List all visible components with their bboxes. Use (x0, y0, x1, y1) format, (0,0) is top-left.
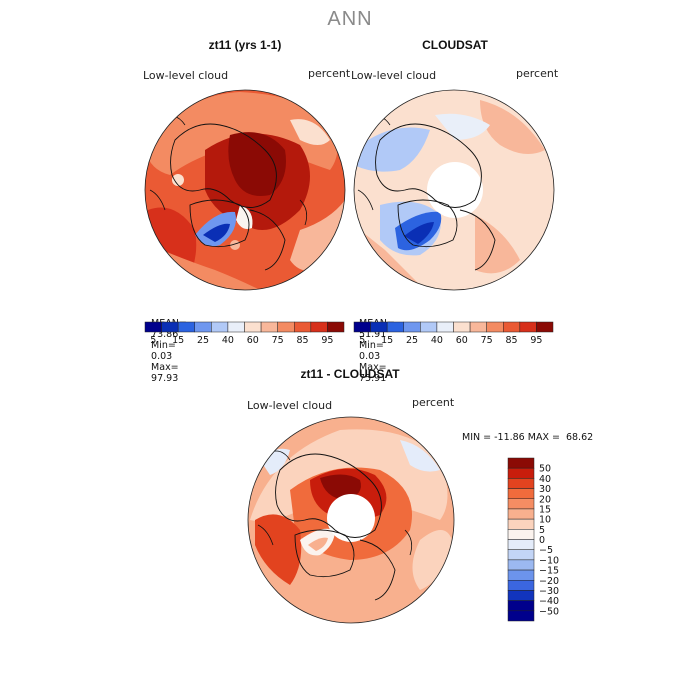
colorbar-tick-label: 5 (359, 335, 365, 346)
variable-label-obs: Low-level cloud (351, 69, 437, 82)
colorbar-swatch (227, 321, 245, 333)
panel-title-diff: zt11 - CLOUDSAT (300, 367, 400, 381)
colorbar-swatch (327, 321, 345, 333)
colorbar-tick-label: 40 (539, 474, 551, 485)
stats-min-value: 0.03 (151, 351, 173, 362)
colorbar-tick-label: 50 (539, 464, 551, 475)
colorbar-swatch (420, 321, 438, 333)
colorbar-swatch (507, 508, 535, 520)
colorbar-swatch (453, 321, 471, 333)
main-title: ANN (327, 8, 373, 30)
units-label-diff: percent (412, 396, 455, 409)
colorbar-swatch (507, 529, 535, 540)
colorbar-swatch (507, 478, 535, 489)
colorbar-obs: 5 15 25 40 60 75 85 95 (353, 321, 554, 346)
stats-max-label: Max= (359, 362, 387, 373)
stats-min-label: Min= (359, 340, 384, 351)
stats-min-value: 0.03 (359, 351, 381, 362)
colorbar-swatch (386, 321, 404, 333)
colorbar-tick-label: 95 (321, 335, 333, 346)
colorbar-swatch (144, 321, 162, 333)
colorbar-tick-label: 40 (431, 335, 443, 346)
colorbar-tick-label: 95 (530, 335, 542, 346)
colorbar-swatch (194, 321, 212, 333)
colorbar-swatch (277, 321, 295, 333)
colorbar-tick-label: 85 (296, 335, 308, 346)
colorbar-tick-label: 75 (272, 335, 284, 346)
colorbar-swatch (211, 321, 229, 333)
colorbar-swatch (507, 600, 535, 612)
diff-min-max-text: MIN = -11.86 MAX = 68.62 (462, 432, 594, 443)
colorbar-tick-label: 85 (505, 335, 517, 346)
colorbar-tick-label: −5 (539, 545, 553, 556)
colorbar-model: 5 15 25 40 60 75 85 95 (144, 321, 345, 346)
colorbar-tick-label: −30 (539, 586, 559, 597)
colorbar-swatch (244, 321, 262, 333)
colorbar-swatch (507, 559, 535, 571)
colorbar-swatch (436, 321, 454, 333)
colorbar-swatch (370, 321, 388, 333)
units-label-obs: percent (516, 67, 559, 80)
colorbar-tick-label: −50 (539, 606, 559, 617)
colorbar-swatch (507, 610, 535, 622)
colorbar-swatch (507, 498, 535, 510)
colorbar-tick-label: 75 (481, 335, 493, 346)
colorbar-swatch (161, 321, 179, 333)
colorbar-tick-label: 10 (539, 515, 551, 526)
colorbar-swatch (294, 321, 312, 333)
colorbar-swatch (519, 321, 537, 333)
colorbar-swatch (310, 321, 328, 333)
colorbar-tick-label: 25 (406, 335, 418, 346)
colorbar-swatch (507, 549, 535, 561)
stats-max-value: 75.91 (359, 373, 387, 384)
colorbar-tick-label: 15 (172, 335, 184, 346)
colorbar-swatch (486, 321, 504, 333)
stats-max-label: Max= (151, 362, 179, 373)
colorbar-tick-label: 30 (539, 484, 551, 495)
colorbar-tick-label: 15 (539, 504, 551, 515)
colorbar-tick-label: 0 (539, 535, 545, 546)
colorbar-tick-label: 60 (247, 335, 259, 346)
colorbar-swatch (403, 321, 421, 333)
map-model (145, 90, 345, 290)
panel-title-obs: CLOUDSAT (422, 38, 488, 52)
colorbar-swatch (353, 321, 371, 333)
colorbar-tick-label: 20 (539, 494, 551, 505)
colorbar-tick-label: 5 (150, 335, 156, 346)
stats-min-label: Min= (151, 340, 176, 351)
map-obs (354, 90, 554, 290)
colorbar-swatch (469, 321, 487, 333)
colorbar-swatch (536, 321, 554, 333)
colorbar-swatch (507, 518, 535, 530)
colorbar-tick-label: 5 (539, 525, 545, 536)
colorbar-swatch (507, 590, 535, 601)
colorbar-swatch (507, 488, 535, 499)
colorbar-swatch (177, 321, 196, 333)
colorbar-swatch (507, 569, 535, 581)
stats-mean-value: 73.86 (151, 329, 179, 340)
colorbar-tick-label: 40 (222, 335, 234, 346)
colorbar-tick-label: 60 (456, 335, 468, 346)
stats-mean-value: 51.91 (359, 329, 387, 340)
colorbar-tick-label: −10 (539, 555, 559, 566)
colorbar-tick-label: −15 (539, 566, 559, 577)
panel-title-model: zt11 (yrs 1-1) (208, 38, 282, 52)
colorbar-swatch (507, 539, 535, 550)
map-diff (248, 417, 454, 623)
colorbar-swatch (507, 467, 535, 479)
colorbar-tick-label: 15 (381, 335, 393, 346)
colorbar-swatch (507, 580, 535, 591)
colorbar-swatch (507, 457, 535, 469)
colorbar-tick-label: 25 (197, 335, 209, 346)
colorbar-tick-label: −40 (539, 596, 559, 607)
colorbar-swatch (503, 321, 521, 333)
stats-max-value: 97.93 (151, 373, 179, 384)
variable-label-diff: Low-level cloud (247, 399, 333, 412)
colorbar-swatch (260, 321, 278, 333)
variable-label-model: Low-level cloud (143, 69, 229, 82)
colorbar-tick-label: −20 (539, 576, 559, 587)
units-label-model: percent (308, 67, 351, 80)
